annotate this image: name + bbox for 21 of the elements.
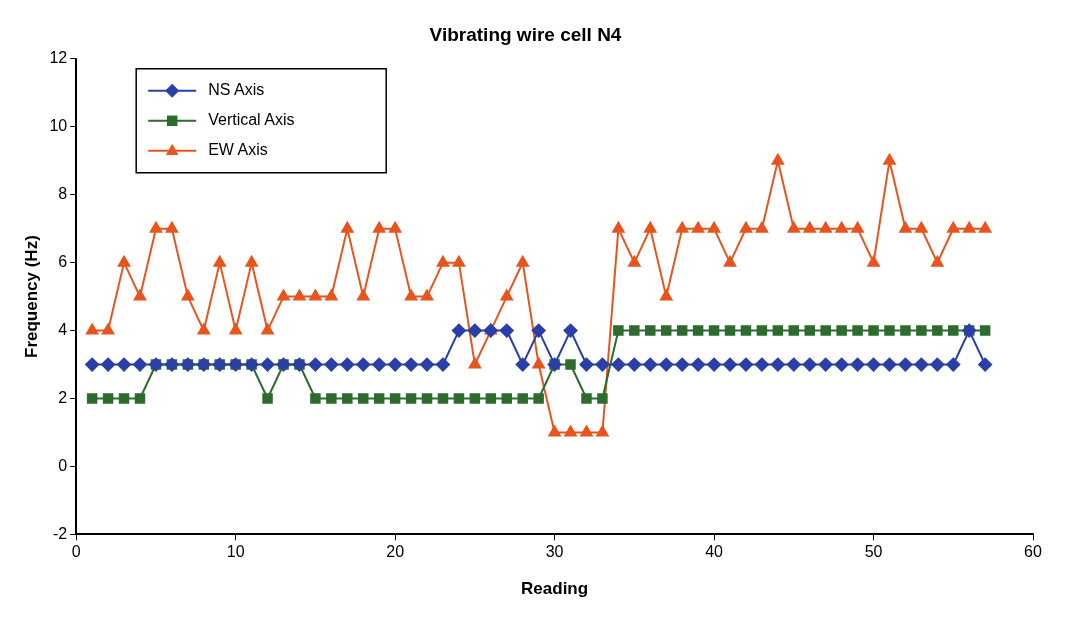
x-tick-label: 60 xyxy=(1024,543,1042,561)
x-tick-label: 0 xyxy=(71,543,81,561)
legend-label: NS Axis xyxy=(208,81,265,99)
y-tick-label: 10 xyxy=(49,117,68,135)
chart-title: Vibrating wire cell N4 xyxy=(429,23,622,45)
legend-label: EW Axis xyxy=(208,141,268,159)
y-tick-label: 6 xyxy=(58,253,68,271)
legend-label: Vertical Axis xyxy=(208,111,295,129)
y-tick-label: 8 xyxy=(58,185,68,203)
x-tick-label: 30 xyxy=(545,543,564,561)
x-axis-title: Reading xyxy=(521,579,589,599)
x-tick-label: 10 xyxy=(226,543,245,561)
x-tick-label: 20 xyxy=(386,543,405,561)
y-tick-label: 12 xyxy=(49,49,68,67)
y-axis-title: Frequency (Hz) xyxy=(21,235,41,358)
y-tick-label: -2 xyxy=(52,524,68,542)
x-tick-label: 40 xyxy=(705,543,724,561)
y-tick-label: 2 xyxy=(58,388,68,406)
x-tick-label: 50 xyxy=(864,543,883,561)
y-tick-label: 4 xyxy=(58,320,68,338)
y-tick-label: 0 xyxy=(58,456,68,474)
